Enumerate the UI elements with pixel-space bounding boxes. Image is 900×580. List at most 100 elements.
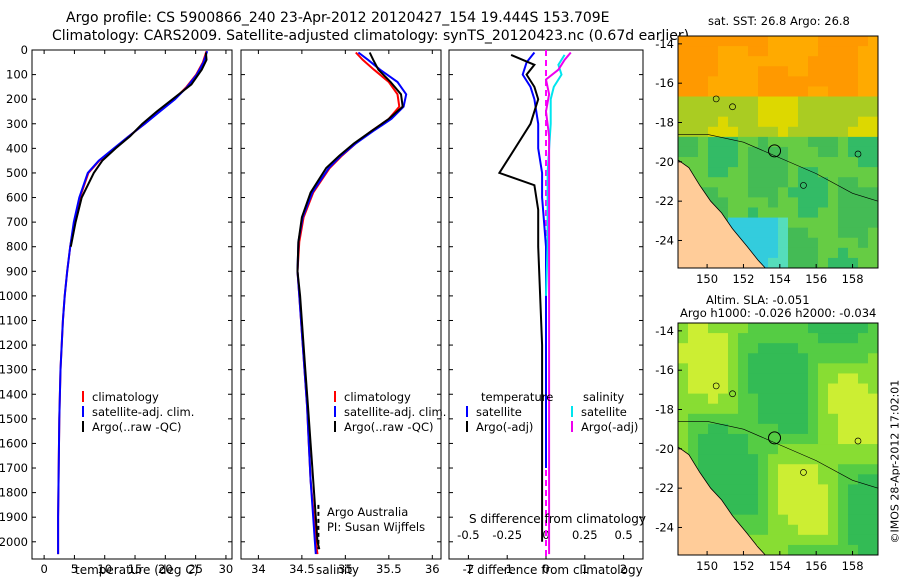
x-tick-label: 35	[338, 562, 353, 576]
depth-tick-label: 1000	[0, 289, 28, 303]
depth-tick-label: 1200	[0, 338, 28, 352]
map-cell	[848, 187, 859, 198]
map-cell	[748, 514, 759, 526]
map-cell	[778, 403, 789, 415]
depth-tick-label: 1400	[0, 387, 28, 401]
map-cell	[838, 454, 849, 465]
diff-legend-t-argo-label: Argo(-adj)	[476, 420, 534, 434]
map-cell	[758, 197, 769, 208]
map-cell	[828, 257, 839, 269]
map-cell	[788, 373, 799, 385]
map-cell	[768, 454, 779, 465]
map-cell	[688, 323, 699, 334]
map-cell	[678, 403, 689, 415]
map-cell	[738, 56, 749, 67]
map-cell	[828, 126, 839, 138]
map-cell	[788, 56, 799, 67]
map-cell	[688, 36, 699, 47]
map-cell	[848, 544, 859, 556]
map-cell	[698, 177, 709, 188]
map-cell	[818, 46, 829, 57]
map-cell	[788, 484, 799, 495]
map-cell	[708, 36, 719, 47]
map-cell	[698, 36, 709, 47]
map-cell	[828, 86, 839, 98]
map-cell	[848, 534, 859, 546]
depth-tick-label: 300	[6, 117, 28, 131]
map-cell	[818, 484, 829, 495]
map-cell	[708, 423, 719, 435]
map-cell	[788, 126, 799, 138]
map-cell	[818, 333, 829, 344]
map-cell	[778, 464, 789, 475]
map-cell	[758, 524, 769, 536]
map-cell	[678, 116, 689, 128]
map-cell	[858, 177, 869, 188]
map-cell	[858, 454, 869, 465]
map-cell	[778, 514, 789, 526]
map-cell	[748, 323, 759, 334]
map-cell	[868, 484, 879, 495]
map-cell	[728, 413, 739, 425]
map-frame	[677, 35, 879, 269]
series-line-argo-raw-qc-	[296, 52, 404, 550]
map-cell	[738, 96, 749, 108]
map-cell	[728, 76, 739, 87]
series-line-temperature-argo-adj-	[497, 53, 544, 542]
map-cell	[748, 333, 759, 344]
map-cell	[748, 433, 759, 445]
map-cell	[778, 484, 789, 495]
map-cell	[778, 413, 789, 425]
map-cell	[848, 433, 859, 445]
map-cell	[688, 343, 699, 354]
map-cell	[678, 333, 689, 344]
map-cell	[748, 343, 759, 354]
map-cell	[808, 207, 819, 219]
map-cell	[718, 474, 729, 485]
map-cell	[728, 363, 739, 374]
map-cell	[768, 86, 779, 98]
map-cell	[758, 413, 769, 425]
map-cell	[858, 413, 869, 425]
map-cell	[678, 56, 689, 67]
map-cell	[758, 514, 769, 526]
map-cell	[738, 36, 749, 47]
map-cell	[818, 177, 829, 188]
map-cell	[778, 157, 789, 168]
map-cell	[798, 86, 809, 98]
map-cell	[778, 323, 789, 334]
map-cell	[738, 474, 749, 485]
x-tick-label: 20	[158, 562, 173, 576]
sal-legend-argo: Argo(..raw -QC)	[334, 420, 434, 434]
sla-map-title: Altim. SLA: -0.051	[706, 293, 810, 307]
map-cell	[868, 76, 879, 87]
map-cell	[778, 524, 789, 536]
map-cell	[838, 146, 849, 158]
map-cell	[688, 454, 699, 465]
map-cell	[808, 323, 819, 334]
map-cell	[828, 474, 839, 485]
depth-tick-label: 1800	[0, 486, 28, 500]
map-cell	[728, 353, 739, 364]
depth-tick-label: 600	[6, 191, 28, 205]
map-cell	[788, 257, 799, 269]
map-cell	[768, 363, 779, 374]
map-cell	[868, 504, 879, 516]
map-cell	[818, 217, 829, 229]
map-cell	[828, 177, 839, 188]
map-cell	[718, 177, 729, 188]
map-cell	[838, 514, 849, 526]
map-cell	[708, 343, 719, 354]
map-cell	[848, 413, 859, 425]
map-cell	[768, 534, 779, 546]
map-cell	[818, 353, 829, 364]
map-cell	[778, 207, 789, 219]
map-cell	[738, 464, 749, 475]
map-cell	[868, 197, 879, 208]
map-cell	[758, 86, 769, 98]
map-cell	[868, 177, 879, 188]
map-cell	[848, 207, 859, 219]
map-cell	[698, 126, 709, 138]
map-cell	[868, 333, 879, 344]
